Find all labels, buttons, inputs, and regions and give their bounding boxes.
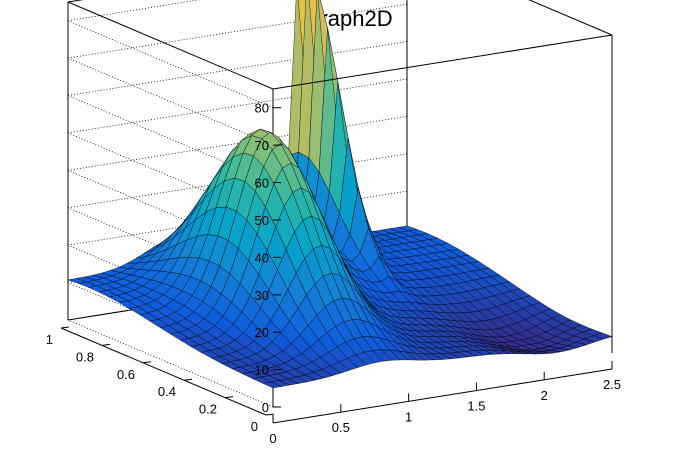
z-tick-label: 20: [255, 325, 269, 340]
y-tick-label: 0.2: [199, 402, 217, 417]
z-tick-label: 40: [255, 250, 269, 265]
y-axis-tick: [224, 396, 234, 399]
y-axis-line: [60, 327, 267, 416]
y-tick-label: 0.4: [158, 384, 176, 399]
y-tick-label: 0: [251, 419, 258, 434]
left-wall-gridline: [67, 95, 274, 183]
left-wall-gridline: [67, 20, 274, 109]
back-wall-gridline: [67, 78, 408, 134]
box-edge: [67, 0, 84, 3]
box-edge: [272, 34, 613, 90]
left-wall-gridline: [67, 169, 274, 258]
left-wall-gridline: [67, 132, 274, 221]
x-tick-label: 1.5: [467, 399, 485, 414]
z-tick-label: 70: [255, 138, 269, 153]
z-tick-label: 80: [255, 101, 269, 116]
x-tick-label: 1: [405, 409, 412, 424]
z-tick-label: 60: [255, 176, 269, 191]
back-wall-gridline: [67, 0, 201, 22]
left-wall-gridline: [67, 57, 274, 146]
left-wall-gridline: [67, 319, 274, 408]
box-edge: [528, 0, 613, 36]
z-tick-label: 30: [255, 288, 269, 303]
z-tick-label: 50: [255, 213, 269, 228]
y-axis-tick: [60, 326, 70, 329]
y-tick-label: 0.6: [117, 367, 135, 382]
surface-cell: [592, 332, 613, 340]
z-tick-label: 10: [255, 363, 269, 378]
x-tick-label: 2: [541, 388, 548, 403]
box-edge: [67, 1, 274, 90]
y-axis-tick: [265, 413, 275, 416]
x-tick-label: 2.5: [603, 377, 621, 392]
x-axis-line: [272, 368, 613, 424]
back-wall-gridline: [67, 41, 408, 96]
y-axis-tick: [142, 361, 152, 364]
back-wall-gridline: [67, 3, 408, 59]
back-wall-gridline: [67, 115, 408, 171]
x-tick-label: 0: [269, 431, 276, 446]
y-axis-tick: [183, 378, 193, 381]
y-axis-tick: [101, 343, 111, 346]
z-tick-label: 0: [262, 400, 269, 415]
y-tick-label: 0.8: [76, 349, 94, 364]
y-tick-label: 1: [46, 332, 53, 347]
x-tick-label: 0.5: [332, 420, 350, 435]
